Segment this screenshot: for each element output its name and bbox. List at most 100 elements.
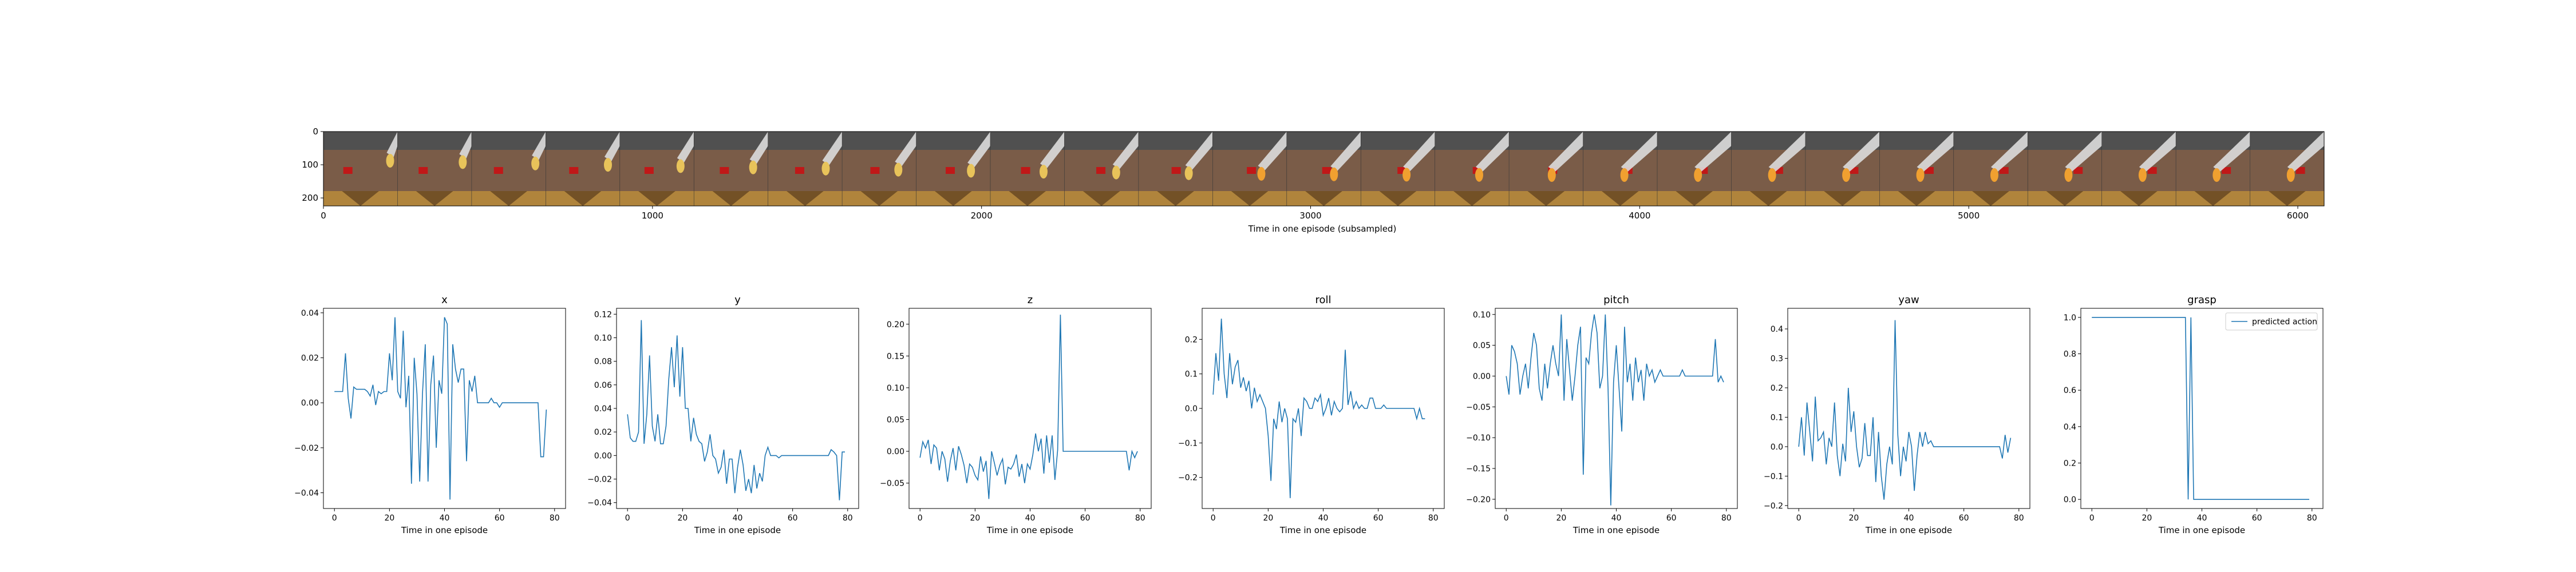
y-tick-label: 0.4 bbox=[2064, 423, 2076, 432]
x-tick-label: 0 bbox=[332, 514, 337, 523]
plot-title: x bbox=[441, 294, 448, 306]
frame-thumbnail bbox=[1286, 132, 1361, 206]
y-tick-label: −0.15 bbox=[1466, 464, 1491, 474]
x-tick-label: 0 bbox=[625, 514, 630, 523]
frame-thumbnail bbox=[2101, 132, 2176, 206]
frame-thumbnail bbox=[1805, 132, 1880, 206]
y-tick-label: 0.10 bbox=[1473, 311, 1491, 320]
x-tick-label: 80 bbox=[2014, 514, 2024, 523]
tick-label: 0 bbox=[321, 210, 326, 221]
frame-thumbnail bbox=[916, 132, 990, 206]
x-tick-label: 40 bbox=[733, 514, 743, 523]
filmstrip-xlabel: Time in one episode (subsampled) bbox=[1248, 224, 1397, 234]
y-tick-label: 0.00 bbox=[301, 399, 319, 408]
plot-yaw: yaw Time in one episode 0 20 40 60 80 −0.2 −0.1 0… bbox=[1764, 294, 2030, 535]
y-tick-label: 0.05 bbox=[1473, 341, 1491, 351]
tick-label: 0 bbox=[313, 126, 318, 137]
y-tick-label: −0.02 bbox=[294, 444, 319, 453]
y-tick-label: 0.8 bbox=[2064, 350, 2076, 359]
x-tick-label: 60 bbox=[788, 514, 798, 523]
tick-label: 4000 bbox=[1629, 210, 1650, 221]
y-tick-label: −0.05 bbox=[1466, 403, 1491, 412]
y-tick-label: 0.00 bbox=[1473, 372, 1491, 381]
x-axis-label: Time in one episode bbox=[2158, 525, 2245, 535]
y-tick-label: −0.05 bbox=[880, 479, 904, 488]
x-tick-label: 20 bbox=[2142, 514, 2152, 523]
y-tick-label: 0.05 bbox=[887, 415, 904, 424]
frame-thumbnail bbox=[471, 132, 546, 206]
frame-thumbnail bbox=[1435, 132, 1510, 206]
frame-thumbnail bbox=[1879, 132, 1954, 206]
x-tick-label: 20 bbox=[970, 514, 980, 523]
series-line-z bbox=[919, 315, 1138, 499]
legend-label: predicted action bbox=[2252, 317, 2317, 327]
x-axis-label: Time in one episode bbox=[1865, 525, 1952, 535]
series-line-pitch bbox=[1506, 314, 1724, 506]
x-tick-label: 0 bbox=[1211, 514, 1216, 523]
y-tick-label: 0.2 bbox=[1771, 384, 1783, 393]
y-tick-label: 0.1 bbox=[1185, 370, 1198, 379]
y-tick-label: 0.10 bbox=[887, 384, 904, 393]
x-tick-label: 60 bbox=[1080, 514, 1091, 523]
plot-grasp: grasp Time in one episode 0 20 40 60 80 0.0 0.2 0… bbox=[2064, 294, 2324, 535]
filmstrip-panel: 0 1000 2000 3000 4000 5000 6000 0 100 200 bbox=[302, 126, 2325, 221]
plot-frame bbox=[323, 308, 566, 509]
x-tick-label: 80 bbox=[1135, 514, 1145, 523]
plot-x: x Time in one episode 0 20 40 60 80 −0.04 −0.02 0… bbox=[294, 294, 566, 535]
x-tick-label: 80 bbox=[2307, 514, 2317, 523]
y-tick-label: 0.06 bbox=[594, 381, 612, 390]
x-tick-label: 80 bbox=[550, 514, 560, 523]
frame-thumbnail bbox=[2250, 132, 2324, 206]
x-tick-label: 20 bbox=[1263, 514, 1273, 523]
y-tick-label: 0.00 bbox=[594, 451, 612, 460]
x-tick-label: 60 bbox=[2252, 514, 2262, 523]
tick-label: 5000 bbox=[1958, 210, 1980, 221]
x-tick-label: 40 bbox=[440, 514, 450, 523]
frame-thumbnail bbox=[1360, 132, 1435, 206]
series-line-y bbox=[627, 320, 845, 500]
y-tick-label: −0.1 bbox=[1178, 439, 1198, 448]
x-tick-label: 20 bbox=[1848, 514, 1859, 523]
series-line-yaw bbox=[1798, 320, 2012, 500]
x-axis-label: Time in one episode bbox=[986, 525, 1073, 535]
plot-frame bbox=[908, 308, 1152, 509]
x-tick-label: 40 bbox=[1025, 514, 1036, 523]
x-tick-label: 0 bbox=[1796, 514, 1801, 523]
y-tick-label: 0.2 bbox=[2064, 459, 2076, 468]
y-tick-label: 0.0 bbox=[1771, 443, 1783, 452]
y-tick-label: 0.4 bbox=[1771, 325, 1783, 334]
y-tick-label: −0.2 bbox=[1764, 502, 1783, 511]
plot-title: roll bbox=[1315, 294, 1331, 306]
plot-y: y Time in one episode 0 20 40 60 80 −0.04 −0.02 0… bbox=[587, 294, 859, 535]
y-tick-label: −0.10 bbox=[1466, 434, 1491, 443]
x-tick-label: 60 bbox=[1959, 514, 1969, 523]
frame-thumbnail bbox=[1064, 132, 1139, 206]
y-tick-label: 0.04 bbox=[301, 309, 319, 318]
plot-z: z Time in one episode 0 20 40 60 80 −0.05 0.00 0.… bbox=[880, 294, 1152, 535]
y-tick-label: 0.20 bbox=[887, 320, 904, 329]
x-tick-label: 20 bbox=[1556, 514, 1566, 523]
y-tick-label: 0.02 bbox=[594, 428, 612, 437]
y-tick-label: 0.15 bbox=[887, 352, 904, 361]
tick-label: 200 bbox=[302, 193, 318, 203]
y-tick-label: 1.0 bbox=[2064, 313, 2076, 323]
frame-thumbnail bbox=[619, 132, 694, 206]
y-tick-label: 0.1 bbox=[1771, 413, 1783, 422]
legend: predicted action bbox=[2225, 312, 2318, 331]
x-tick-label: 0 bbox=[1504, 514, 1509, 523]
tick-label: 1000 bbox=[642, 210, 663, 221]
frame-thumbnail bbox=[1583, 132, 1657, 206]
x-tick-label: 20 bbox=[677, 514, 688, 523]
y-tick-label: −0.04 bbox=[587, 499, 612, 508]
frame-thumbnail bbox=[1212, 132, 1287, 206]
frame-thumbnail bbox=[1508, 132, 1583, 206]
tick-label: 6000 bbox=[2287, 210, 2309, 221]
y-tick-label: 0.04 bbox=[594, 404, 612, 414]
y-tick-label: −0.20 bbox=[1466, 495, 1491, 505]
plot-title: z bbox=[1028, 294, 1033, 306]
plot-title: yaw bbox=[1898, 294, 1919, 306]
frame-thumbnail bbox=[693, 132, 768, 206]
y-tick-label: 0.6 bbox=[2064, 386, 2076, 395]
series-line-x bbox=[334, 317, 547, 500]
x-axis-label: Time in one episode bbox=[401, 525, 488, 535]
